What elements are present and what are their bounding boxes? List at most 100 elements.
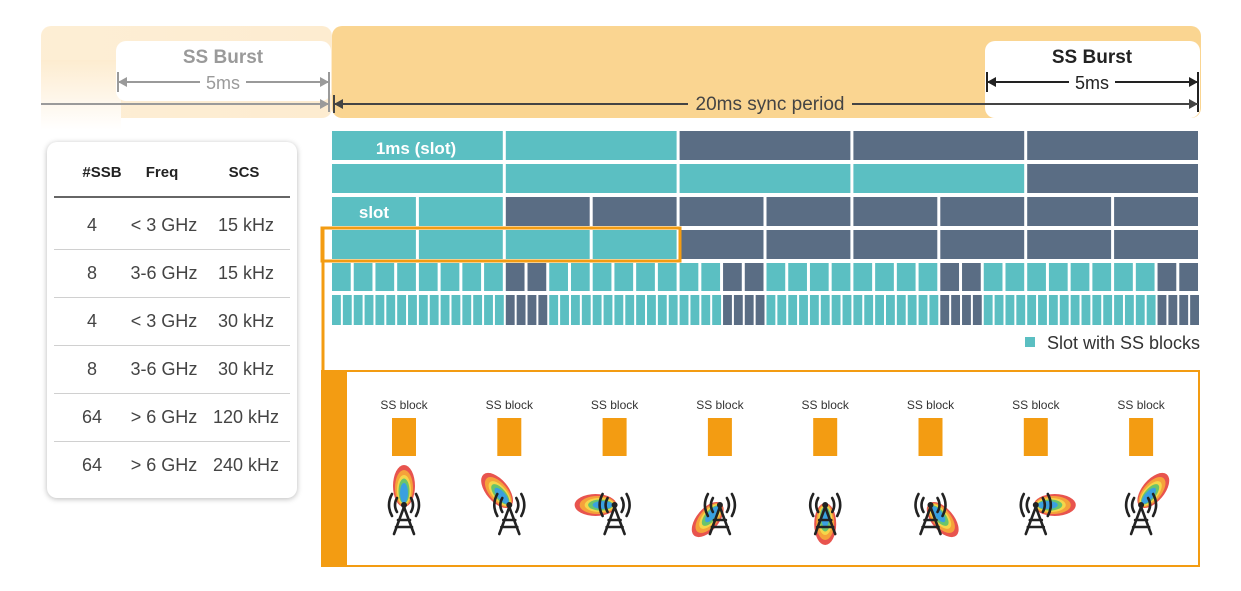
ss-block-label: SS block <box>1117 398 1165 412</box>
slot-cell <box>1027 164 1198 193</box>
slot-cell-ss <box>570 263 590 291</box>
table-header-divider <box>54 196 290 198</box>
ss-block <box>392 418 416 456</box>
slot-cell-ss <box>418 263 438 291</box>
slot-cell-ss <box>777 295 787 325</box>
slot-cell-ss <box>1103 295 1113 325</box>
ss-block <box>707 418 732 456</box>
table-cell-scs: 15 kHz <box>217 215 275 235</box>
slot-cell <box>1190 295 1199 325</box>
right-burst-duration: 5ms <box>1075 73 1109 93</box>
slot-cell-ss <box>440 263 460 291</box>
slot-cell <box>527 263 547 291</box>
antenna-tower-icon <box>1124 492 1158 536</box>
slot-cell-ss <box>864 295 874 325</box>
slot-cell-ss <box>560 295 569 325</box>
sync-period-arrowhead-left <box>334 99 343 109</box>
slot-cell-ss <box>679 295 689 325</box>
slot-cell-ss <box>647 295 656 325</box>
slot-cell-ss <box>1092 295 1102 325</box>
table-cell-freq: > 6 GHz <box>130 407 198 427</box>
ss-block-panel <box>321 370 1200 567</box>
beam <box>926 501 959 538</box>
slot-cell <box>1027 230 1112 259</box>
antenna-head <box>716 502 723 508</box>
beam <box>574 494 617 516</box>
beam-inner <box>705 506 720 523</box>
table-cell-ssb: 64 <box>81 455 103 475</box>
slot-cell-ss <box>918 295 928 325</box>
table-row: 4 < 3 GHz 15 kHz <box>54 201 290 250</box>
antenna-head <box>1032 502 1039 508</box>
table-row: 64 > 6 GHz 120 kHz <box>54 393 290 442</box>
slot-cell-ss <box>994 295 1004 325</box>
slot-cell-ss <box>332 295 341 325</box>
beam-inner <box>931 506 946 523</box>
slot-cell-ss <box>462 263 482 291</box>
slot-cell-ss <box>570 295 580 325</box>
slot-cell <box>853 131 1025 160</box>
slot-cell-ss <box>353 263 373 291</box>
slot-cell-ss <box>1016 295 1026 325</box>
slot-cell-ss <box>679 164 851 193</box>
slot-cell-ss <box>983 295 993 325</box>
slot-cell <box>1157 263 1177 291</box>
slot-cell-ss <box>809 295 819 325</box>
slot-cell <box>962 295 971 325</box>
antenna-tower-icon <box>387 492 421 536</box>
slot-cell <box>733 295 743 325</box>
left-period-arrowhead <box>320 99 329 109</box>
slot-cell <box>1179 263 1199 291</box>
left-ss-burst-box <box>116 41 331 101</box>
antenna-tower-icon <box>808 492 842 536</box>
slot-cell-ss <box>1027 263 1046 291</box>
slot-cell-ss <box>831 295 841 325</box>
ss-block-label: SS block <box>591 398 639 412</box>
beam <box>1137 472 1170 509</box>
slot-cell <box>853 197 938 226</box>
table-cell-scs: 15 kHz <box>217 263 275 283</box>
slot-cell-ss <box>907 295 917 325</box>
slot-cell-ss <box>592 230 677 259</box>
slot-cell-ss <box>1114 263 1133 291</box>
table-cell-ssb: 8 <box>86 359 97 379</box>
left-burst-arrowhead-left <box>118 77 127 87</box>
slot-cell <box>744 263 764 291</box>
slot-cell-ss <box>1005 295 1015 325</box>
beam <box>393 465 415 507</box>
sync-period-arrowhead-right <box>1189 99 1198 109</box>
legend-swatch <box>1025 337 1035 347</box>
slot-cell-ss <box>332 230 416 259</box>
sync-period-label: 20ms sync period <box>696 94 845 115</box>
slot-cell-ss <box>625 295 635 325</box>
slot-cell <box>940 230 1025 259</box>
slot-cell-ss <box>484 263 503 291</box>
beam <box>691 501 724 538</box>
slot-cell-ss <box>484 295 493 325</box>
slot-cell-ss <box>418 197 503 226</box>
slot-1ms-label: 1ms (slot) <box>376 139 456 158</box>
slot-grid <box>332 131 1199 325</box>
slot-cell-ss <box>766 263 786 291</box>
slot-cell-ss <box>592 295 602 325</box>
ss-block-label: SS block <box>486 398 534 412</box>
right-burst-arrowhead-right <box>1189 77 1198 87</box>
slot-cell <box>527 295 537 325</box>
antenna-head <box>927 502 934 508</box>
slot-cell-ss <box>494 295 504 325</box>
ss-block-label: SS block <box>380 398 428 412</box>
ss-block-panel-bar <box>321 370 347 566</box>
table-header-scs: SCS <box>228 164 260 181</box>
slot-cell-ss <box>712 295 722 325</box>
antenna-head <box>401 502 407 508</box>
slot-cell-ss <box>1114 295 1123 325</box>
slot-cell <box>1179 295 1189 325</box>
table-cell-freq: > 6 GHz <box>130 455 198 475</box>
slot-cell-ss <box>1146 295 1156 325</box>
slot-cell <box>1027 131 1198 160</box>
table-cell-freq: < 3 GHz <box>130 311 198 331</box>
ss-block <box>497 418 522 456</box>
slot-cell <box>940 197 1025 226</box>
slot-cell-ss <box>657 263 677 291</box>
slot-cell-ss <box>364 295 374 325</box>
